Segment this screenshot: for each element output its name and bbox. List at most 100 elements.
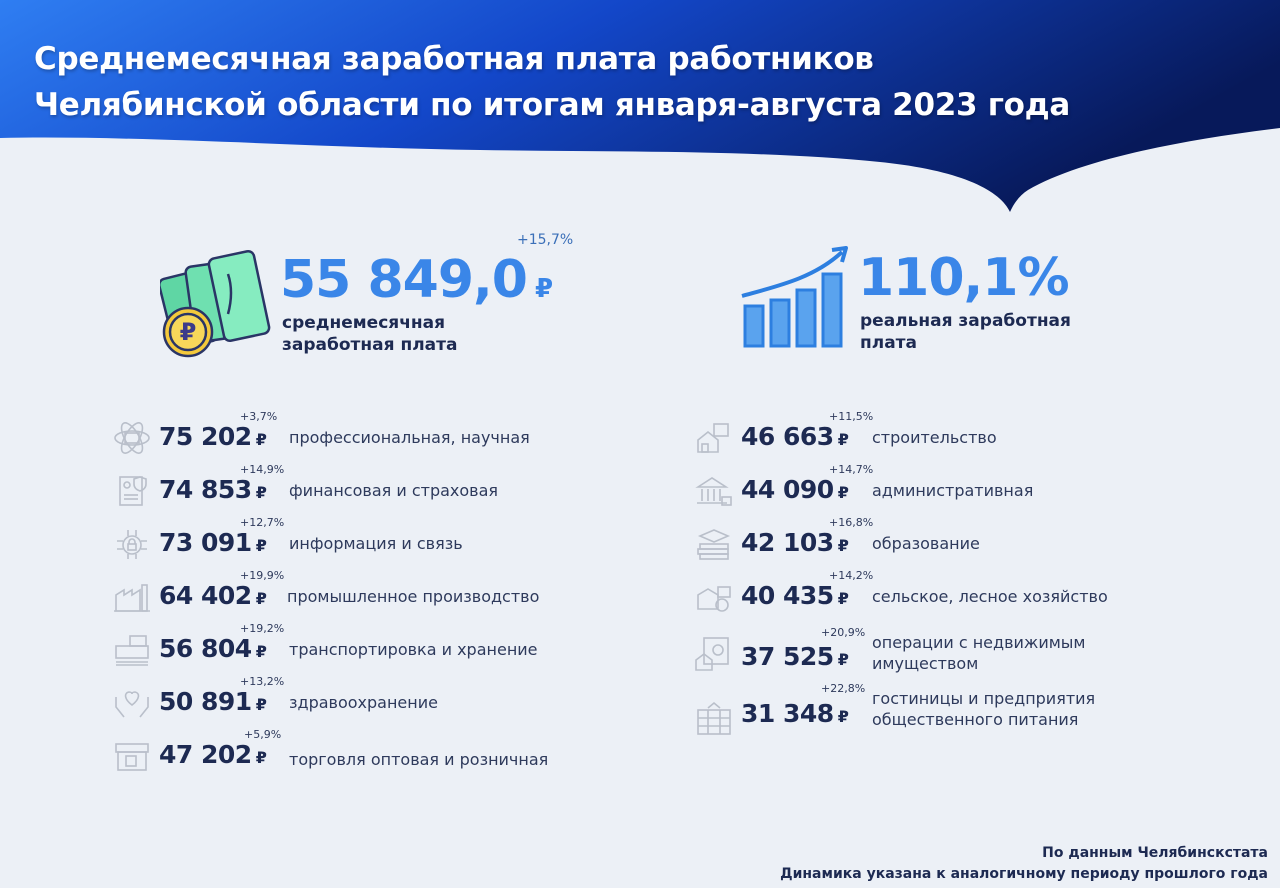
sector-value: 56 804 (159, 634, 252, 663)
sector-delta: +14,7% (829, 463, 874, 476)
sector-label: гостиницы и предприятия общественного пи… (872, 688, 1095, 730)
ruble-sign: ₽ (837, 589, 849, 608)
ruble-sign: ₽ (255, 483, 267, 502)
sector-label: образование (872, 534, 980, 553)
growth-chart-icon (741, 246, 848, 348)
sector-amount: 37 525 ₽ (741, 642, 849, 675)
sector-delta: +5,9% (244, 728, 282, 741)
sector-amount: 40 435 ₽ (741, 581, 849, 614)
farm-tractor-icon (697, 586, 731, 612)
government-building-icon (695, 477, 732, 506)
sector-row: +14,7% 44 090 ₽ административная (694, 461, 1174, 514)
ruble-sign: ₽ (255, 695, 267, 714)
money-coin-icon: ₽ (160, 250, 271, 358)
ruble-sign: ₽ (837, 483, 849, 502)
sector-value: 46 663 (741, 422, 834, 451)
sector-value: 44 090 (741, 475, 834, 504)
sector-row: +19,9% 64 402 ₽ промышленное производство (112, 567, 592, 620)
shop-icon (115, 743, 149, 771)
sector-row: +22,8% 31 348 ₽ гостиницы и предприятия о… (694, 678, 1174, 736)
sector-delta: +19,2% (240, 622, 285, 635)
sector-label: профессиональная, научная (289, 428, 530, 447)
label-line-2: имуществом (872, 654, 979, 673)
atom-science-icon (114, 422, 150, 454)
svg-text:₽: ₽ (180, 318, 197, 346)
sector-row: +11,5% 46 663 ₽ строительство (694, 408, 1174, 461)
sector-label: административная (872, 481, 1034, 500)
sector-row: +5,9% 47 202 ₽ торговля оптовая и розничн… (112, 726, 592, 779)
sector-label: торговля оптовая и розничная (289, 750, 549, 769)
ruble-sign: ₽ (837, 707, 849, 726)
banner-wave-shape (0, 0, 1280, 212)
sector-row: +20,9% 37 525 ₽ операции с недвижимым иму… (694, 620, 1174, 678)
label-line-1: реальная заработная (860, 311, 1071, 331)
sector-delta: +14,2% (829, 569, 874, 582)
truck-warehouse-icon (115, 635, 149, 666)
sector-label: транспортировка и хранение (289, 640, 538, 659)
sector-amount: 42 103 ₽ (741, 528, 849, 561)
sector-delta: +19,9% (240, 569, 285, 582)
sector-row: +13,2% 50 891 ₽ здравоохранение (112, 673, 592, 726)
factory-icon (114, 584, 150, 612)
title-line-2: Челябинской области по итогам января-авг… (34, 87, 1070, 123)
sector-label: финансовая и страховая (289, 481, 499, 500)
ruble-sign: ₽ (255, 589, 267, 608)
footer-note: По данным Челябинскстата Динамика указан… (780, 843, 1268, 885)
sector-list-right: +11,5% 46 663 ₽ строительство +14,7% 44 0… (694, 408, 1174, 736)
sector-label: здравоохранение (289, 693, 438, 712)
sector-row: +14,2% 40 435 ₽ сельское, лесное хозяйств… (694, 567, 1174, 620)
books-graduation-icon (697, 529, 731, 560)
sector-row: +19,2% 56 804 ₽ транспортировка и хранени… (112, 620, 592, 673)
average-wage-delta: +15,7% (517, 232, 574, 248)
sector-value: 31 348 (741, 699, 834, 728)
sector-amount: 75 202 ₽ (159, 422, 267, 455)
sector-value: 42 103 (741, 528, 834, 557)
sector-amount: 64 402 ₽ (159, 581, 267, 614)
sector-row: +3,7% 75 202 ₽ профессиональная, научная (112, 408, 592, 461)
hero-average-wage: ₽ +15,7% 55 849,0 ₽ среднемесячная зарабо… (160, 232, 600, 362)
network-lock-icon (117, 530, 147, 559)
ruble-sign: ₽ (837, 430, 849, 449)
dynamics-note: Динамика указана к аналогичному периоду … (780, 866, 1268, 882)
ruble-sign: ₽ (255, 642, 267, 661)
average-wage-number: 55 849,0 (280, 250, 528, 310)
ruble-sign: ₽ (255, 536, 267, 555)
ruble-sign: ₽ (837, 536, 849, 555)
sector-value: 40 435 (741, 581, 834, 610)
real-wage-value: 110,1% (858, 248, 1070, 308)
sector-value: 47 202 (159, 740, 252, 769)
label-line-1: операции с недвижимым (872, 633, 1086, 652)
sector-label: строительство (872, 428, 997, 447)
real-wage-label: реальная заработная плата (860, 310, 1071, 354)
sector-delta: +14,9% (240, 463, 285, 476)
construction-house-icon (697, 423, 729, 453)
sector-amount: 50 891 ₽ (159, 687, 267, 720)
sector-row: +16,8% 42 103 ₽ образование (694, 514, 1174, 567)
title-line-1: Среднемесячная заработная плата работник… (34, 41, 874, 77)
sector-delta: +16,8% (829, 516, 874, 529)
sector-row: +14,9% 74 853 ₽ финансовая и страховая (112, 461, 592, 514)
sector-value: 50 891 (159, 687, 252, 716)
source-note: По данным Челябинскстата (1042, 845, 1268, 861)
ruble-sign: ₽ (837, 650, 849, 669)
average-wage-label: среднемесячная заработная плата (282, 312, 457, 356)
hotel-icon (697, 701, 731, 735)
sector-delta: +12,7% (240, 516, 285, 529)
sector-amount: 56 804 ₽ (159, 634, 267, 667)
sector-delta: +3,7% (240, 410, 278, 423)
insurance-document-icon (119, 476, 147, 506)
ruble-sign: ₽ (255, 430, 267, 449)
hands-heart-icon (115, 691, 149, 718)
sector-amount: 44 090 ₽ (741, 475, 849, 508)
sector-label: операции с недвижимым имуществом (872, 632, 1086, 674)
average-wage-value: 55 849,0 ₽ (280, 250, 553, 319)
sector-delta: +22,8% (821, 682, 866, 695)
sector-value: 37 525 (741, 642, 834, 671)
sector-delta: +20,9% (821, 626, 866, 639)
label-line-1: гостиницы и предприятия (872, 689, 1096, 708)
sector-amount: 73 091 ₽ (159, 528, 267, 561)
ruble-sign: ₽ (534, 274, 553, 304)
sector-amount: 46 663 ₽ (741, 422, 849, 455)
ruble-sign: ₽ (255, 748, 267, 767)
label-line-2: плата (860, 333, 917, 353)
